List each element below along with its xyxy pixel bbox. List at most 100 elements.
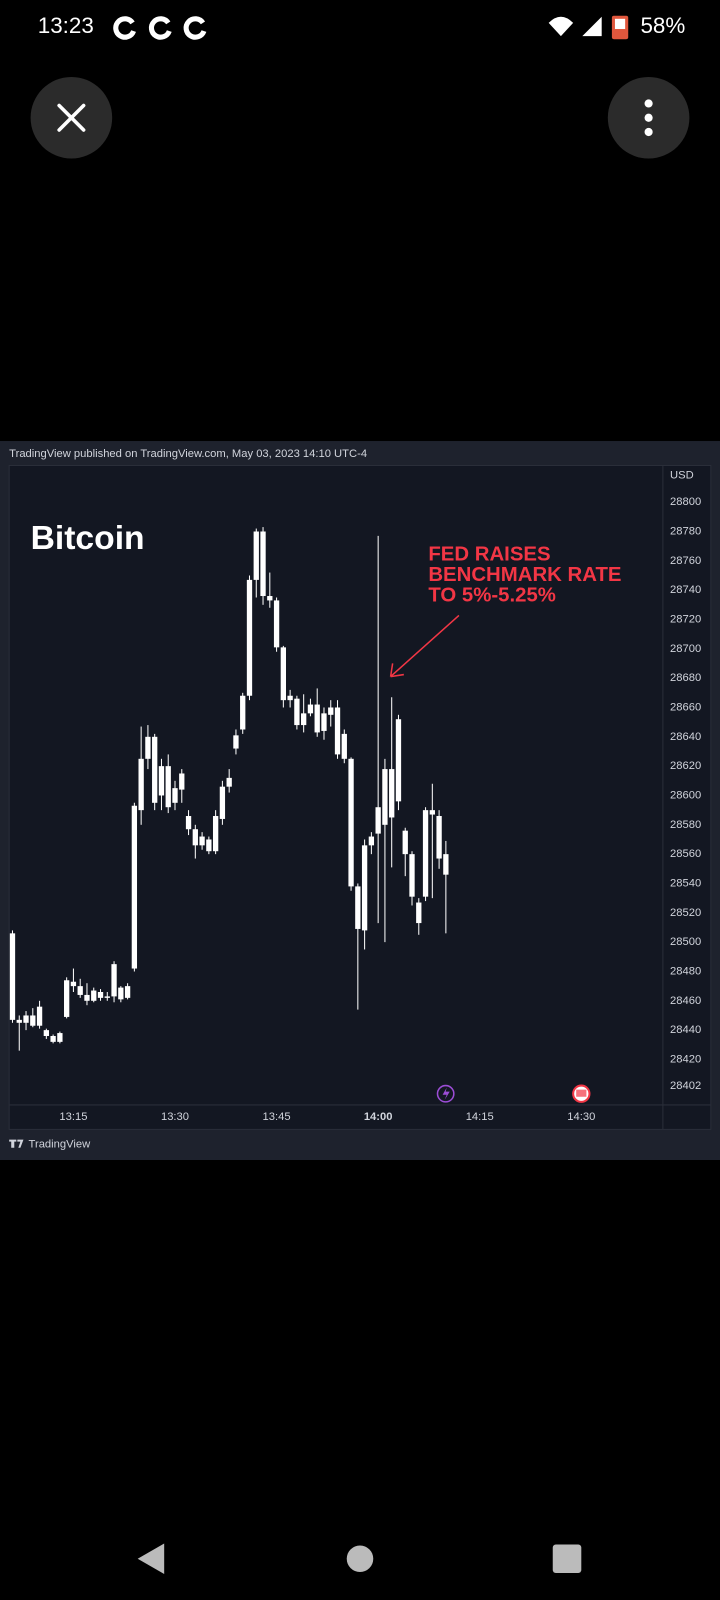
- y-tick-label: 28720: [670, 613, 701, 625]
- candle-body: [84, 994, 90, 1001]
- candle-body: [246, 579, 253, 696]
- flag-stripes[interactable]: [576, 1089, 587, 1097]
- x-tick-label: 13:30: [161, 1111, 189, 1123]
- chart-header: TradingView published on TradingView.com…: [9, 448, 367, 460]
- y-tick-label: 28760: [670, 555, 701, 567]
- battery-level: [614, 18, 626, 30]
- y-tick-label: 28480: [670, 965, 701, 977]
- candle-body: [361, 845, 368, 931]
- candle-body: [260, 531, 266, 597]
- y-tick-label: 28620: [670, 760, 701, 772]
- candle-body: [301, 713, 307, 726]
- y-tick-label: 28780: [670, 525, 701, 537]
- candle-body: [368, 836, 375, 846]
- y-tick-label: 28580: [670, 819, 701, 831]
- nav-recents[interactable]: [552, 1544, 582, 1574]
- candle-body: [152, 736, 158, 803]
- candle-body: [43, 1030, 49, 1036]
- candle-body: [375, 807, 381, 834]
- candle-body: [172, 788, 178, 803]
- candle-body: [97, 992, 104, 998]
- signal-icon: [582, 16, 602, 37]
- candle-body: [341, 733, 347, 759]
- candle-body: [334, 707, 341, 755]
- sync-icons: [113, 16, 207, 40]
- candle-body: [409, 854, 415, 897]
- candle-body: [422, 810, 429, 897]
- candle-body: [226, 777, 232, 787]
- candle-body: [57, 1033, 63, 1042]
- candle-body: [402, 830, 408, 855]
- sync-icon: [113, 16, 136, 40]
- y-tick-label: 28460: [670, 995, 701, 1007]
- event-icon-ring[interactable]: [436, 1084, 455, 1103]
- candle-body: [124, 986, 131, 998]
- candle-body: [23, 1015, 29, 1023]
- close-button[interactable]: [30, 76, 113, 159]
- candle-body: [328, 707, 334, 715]
- x-tick-label: 13:45: [263, 1111, 291, 1123]
- menu-button[interactable]: [607, 76, 690, 159]
- candle-body: [179, 773, 185, 790]
- candle-body: [145, 736, 151, 759]
- menu-dot[interactable]: [644, 113, 653, 122]
- menu-dot[interactable]: [644, 127, 653, 137]
- footer-logo: [9, 1139, 24, 1148]
- y-tick-label: 28700: [670, 643, 701, 655]
- candle-body: [36, 1006, 43, 1026]
- candle-body: [294, 698, 300, 726]
- candle-body: [70, 981, 77, 987]
- candle-body: [395, 719, 402, 802]
- candle-body: [443, 854, 449, 875]
- x-tick-label: 14:00: [364, 1111, 393, 1123]
- status-time: 13:23: [38, 13, 94, 38]
- candle-body: [206, 839, 212, 852]
- candle-body: [16, 1019, 22, 1023]
- candle-body: [9, 933, 16, 1020]
- candle-body: [416, 902, 422, 924]
- candle-body: [91, 990, 97, 1001]
- candle-body: [267, 596, 273, 601]
- nav-back[interactable]: [137, 1543, 165, 1575]
- sync-icon: [148, 16, 172, 40]
- annotation-arrow: [389, 614, 460, 678]
- economic-event-icon[interactable]: [572, 1084, 591, 1103]
- annotation: TO 5%-5.25%: [428, 584, 556, 606]
- candle-body: [321, 713, 327, 731]
- candle-body: [429, 810, 435, 815]
- wifi-icon: [548, 16, 574, 37]
- y-tick-label: 28600: [670, 789, 701, 801]
- y-tick-label: 28680: [670, 672, 701, 684]
- candle-body: [389, 769, 395, 818]
- candle-body: [50, 1035, 56, 1042]
- y-tick-label: 28540: [670, 877, 701, 889]
- candle-body: [131, 805, 138, 969]
- candle-body: [382, 769, 388, 825]
- candle-body: [185, 816, 192, 830]
- candle-body: [253, 531, 259, 580]
- annotation: FED RAISES: [428, 544, 550, 566]
- close-icon[interactable]: [57, 103, 86, 132]
- candle-body: [436, 816, 442, 859]
- event-icon-bolt[interactable]: [442, 1087, 450, 1100]
- chart-title: Bitcoin: [31, 520, 145, 557]
- y-tick-label: 28800: [670, 496, 701, 508]
- y-tick-label: 28440: [670, 1024, 701, 1036]
- y-tick-label: 28640: [670, 731, 701, 743]
- y-tick-label: 28420: [670, 1053, 701, 1065]
- currency-label: USD: [670, 470, 694, 482]
- candle-body: [212, 816, 219, 852]
- candle-body: [307, 704, 314, 714]
- candles: [9, 527, 449, 1051]
- chart-frame: [8, 464, 712, 1130]
- nav-home[interactable]: [346, 1545, 374, 1573]
- candle-body: [240, 695, 246, 730]
- candle-body: [165, 766, 171, 808]
- menu-dot[interactable]: [644, 99, 653, 108]
- event-icon[interactable]: [436, 1084, 455, 1103]
- candle-body: [355, 886, 361, 929]
- candle-body: [273, 600, 280, 648]
- y-tick-label: 28520: [670, 907, 701, 919]
- candle-body: [233, 735, 239, 749]
